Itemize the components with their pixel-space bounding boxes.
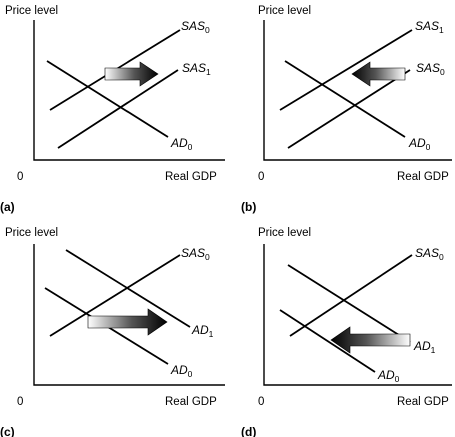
curve-sas0 <box>287 69 411 149</box>
panel-label: (a) <box>0 200 15 214</box>
panel-label: (d) <box>241 425 256 437</box>
curve-label: AD0 <box>377 368 400 384</box>
curve-label: SAS0 <box>416 61 445 77</box>
curve-ad0 <box>279 309 376 373</box>
curve-ad1 <box>287 264 411 343</box>
x-axis-label: Real GDP <box>397 396 449 408</box>
curve-label: AD0 <box>170 136 193 152</box>
y-axis-label: Price level <box>5 227 58 239</box>
curve-ad0 <box>46 60 169 138</box>
curve-label: SAS0 <box>181 246 210 262</box>
origin-label: 0 <box>17 396 23 408</box>
origin-label: 0 <box>258 396 264 408</box>
shift-arrow-right <box>104 61 159 87</box>
curve-label: SAS0 <box>181 19 210 35</box>
panel-d: Price level SAS0 AD1 AD0 0 Real GDP (d) <box>241 227 452 437</box>
curve-sas0 <box>289 254 413 337</box>
panel-a: Price level SAS0 SAS1 AD0 0 Real GDP (a) <box>0 5 225 214</box>
curve-ad0 <box>284 60 406 138</box>
curve-label: SAS1 <box>182 61 211 77</box>
x-axis-label: Real GDP <box>397 171 449 183</box>
axes <box>263 20 452 161</box>
curve-label: AD0 <box>408 136 431 152</box>
axes <box>33 20 225 161</box>
curve-sas1 <box>279 29 413 111</box>
axes <box>33 244 225 386</box>
origin-label: 0 <box>258 171 264 183</box>
curve-label: AD1 <box>413 339 436 355</box>
origin-label: 0 <box>17 171 23 183</box>
panel-b: Price level SAS1 SAS0 AD0 0 Real GDP (b) <box>241 5 452 214</box>
axes <box>263 244 452 386</box>
shift-arrow-right <box>87 308 168 336</box>
curve-label: AD0 <box>170 363 193 379</box>
curve-sas0 <box>49 254 181 337</box>
panel-label: (b) <box>241 200 256 214</box>
panel-c: Price level SAS0 AD1 AD0 0 Real GDP (c) <box>0 227 225 437</box>
curve-label: SAS1 <box>415 19 444 35</box>
panel-label: (c) <box>0 425 15 437</box>
curve-label: AD1 <box>191 323 214 339</box>
shift-arrow-left <box>351 61 406 87</box>
curve-sas1 <box>57 69 179 149</box>
curve-label: SAS0 <box>415 246 444 262</box>
y-axis-label: Price level <box>258 227 311 239</box>
shift-arrow-left <box>330 326 411 354</box>
y-axis-label: Price level <box>258 5 311 17</box>
curve-ad1 <box>65 249 191 328</box>
x-axis-label: Real GDP <box>165 171 217 183</box>
x-axis-label: Real GDP <box>165 396 217 408</box>
y-axis-label: Price level <box>5 5 58 17</box>
